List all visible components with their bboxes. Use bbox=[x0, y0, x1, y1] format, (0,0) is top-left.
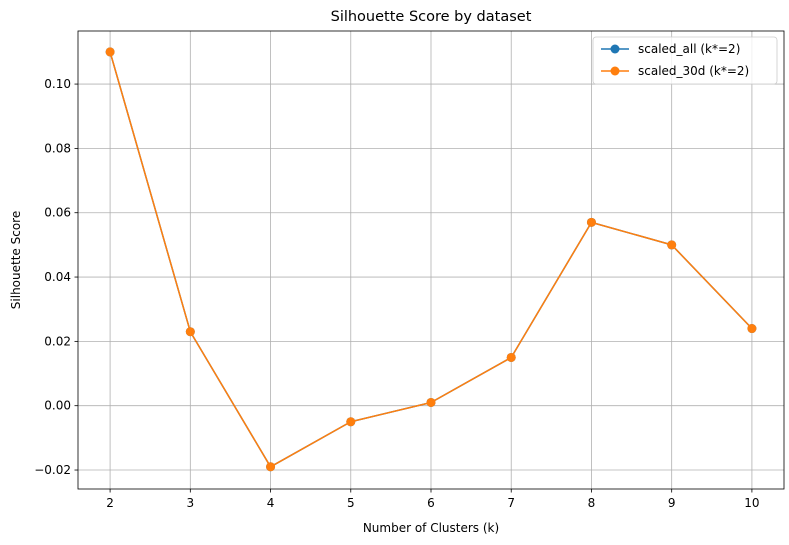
y-axis-title: Silhouette Score bbox=[9, 211, 23, 309]
x-tick-label: 5 bbox=[347, 496, 355, 510]
data-point bbox=[506, 352, 516, 362]
legend-box bbox=[592, 36, 778, 85]
x-tick-label: 8 bbox=[588, 496, 596, 510]
y-tick-label: 0.02 bbox=[44, 334, 71, 348]
series-layer bbox=[105, 47, 757, 472]
x-tick-label: 10 bbox=[744, 496, 759, 510]
data-point bbox=[266, 462, 276, 472]
y-tick-label: 0.10 bbox=[44, 77, 71, 91]
chart-title: Silhouette Score by dataset bbox=[331, 9, 532, 25]
y-tick-label: 0.08 bbox=[44, 141, 71, 155]
x-axis-title: Number of Clusters (k) bbox=[363, 521, 499, 535]
x-tick-label: 2 bbox=[106, 496, 114, 510]
data-point bbox=[667, 240, 677, 250]
data-point bbox=[185, 327, 195, 337]
x-tick-label: 4 bbox=[267, 496, 275, 510]
legend-marker bbox=[610, 44, 620, 54]
data-point bbox=[586, 217, 596, 227]
legend-item: scaled_30d (k*=2) bbox=[601, 64, 749, 78]
series-2 bbox=[105, 47, 757, 472]
x-axis: 2 3 4 5 6 7 8 9 10 bbox=[106, 489, 760, 510]
x-tick-label: 9 bbox=[668, 496, 676, 510]
grid bbox=[78, 31, 784, 489]
x-tick-label: 7 bbox=[507, 496, 515, 510]
y-tick-label: 0.04 bbox=[44, 270, 71, 284]
legend-item: scaled_all (k*=2) bbox=[601, 42, 740, 56]
data-point bbox=[426, 397, 436, 407]
legend: scaled_all (k*=2) scaled_30d (k*=2) bbox=[592, 36, 778, 85]
y-axis: −0.02 0.00 0.02 0.04 0.06 0.08 0.10 bbox=[34, 77, 78, 477]
legend-label: scaled_30d (k*=2) bbox=[638, 64, 749, 78]
data-point bbox=[105, 47, 115, 57]
x-tick-label: 3 bbox=[186, 496, 194, 510]
y-tick-label: 0.06 bbox=[44, 206, 71, 220]
legend-label: scaled_all (k*=2) bbox=[638, 42, 740, 56]
legend-marker bbox=[610, 66, 620, 76]
y-tick-label: −0.02 bbox=[34, 463, 71, 477]
data-point bbox=[747, 324, 757, 334]
y-tick-label: 0.00 bbox=[44, 399, 71, 413]
x-tick-label: 6 bbox=[427, 496, 435, 510]
data-point bbox=[346, 417, 356, 427]
